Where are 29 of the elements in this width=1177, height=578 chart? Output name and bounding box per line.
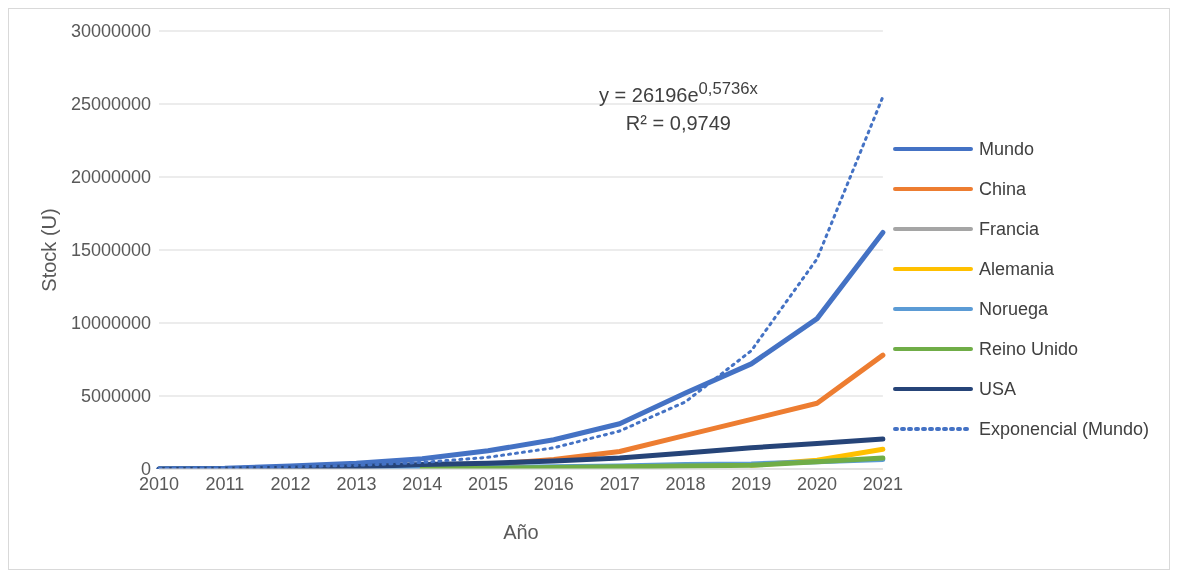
legend-label: Mundo bbox=[978, 138, 1034, 160]
legend-label: Francia bbox=[978, 218, 1039, 240]
x-tick-label: 2014 bbox=[402, 473, 443, 494]
annotation: R² = 0,9749 bbox=[624, 110, 732, 136]
x-tick-label: 2013 bbox=[336, 473, 377, 494]
x-tick-label: 2012 bbox=[270, 473, 311, 494]
x-axis-title: Año bbox=[503, 521, 539, 543]
x-tick-label: 2019 bbox=[731, 473, 772, 494]
x-tick-label: 2011 bbox=[205, 473, 245, 494]
legend-label: USA bbox=[978, 378, 1016, 400]
y-tick-label: 30000000 bbox=[70, 21, 151, 42]
legend-label: China bbox=[978, 178, 1026, 200]
x-tick-label: 2017 bbox=[599, 473, 640, 494]
y-tick-label: 5000000 bbox=[80, 386, 151, 407]
x-tick-label: 2015 bbox=[468, 473, 509, 494]
x-tick-label: 2018 bbox=[665, 473, 706, 494]
annotation: y = 26196e$^{0,5736x}$ bbox=[599, 78, 758, 108]
y-tick-label: 15000000 bbox=[70, 240, 151, 261]
legend-label: Exponencial (Mundo) bbox=[978, 418, 1149, 440]
x-tick-label: 2016 bbox=[533, 473, 574, 494]
y-tick-label: 25000000 bbox=[70, 94, 151, 115]
y-tick-label: 10000000 bbox=[70, 313, 151, 334]
y-axis-title: Stock (U) bbox=[38, 208, 61, 292]
legend-label: Alemania bbox=[978, 258, 1054, 280]
legend-label: Reino Unido bbox=[978, 338, 1078, 360]
x-tick-label: 2021 bbox=[862, 473, 903, 494]
y-tick-label: 20000000 bbox=[70, 167, 151, 188]
x-tick-label: 2020 bbox=[797, 473, 838, 494]
legend-label: Noruega bbox=[978, 298, 1048, 320]
